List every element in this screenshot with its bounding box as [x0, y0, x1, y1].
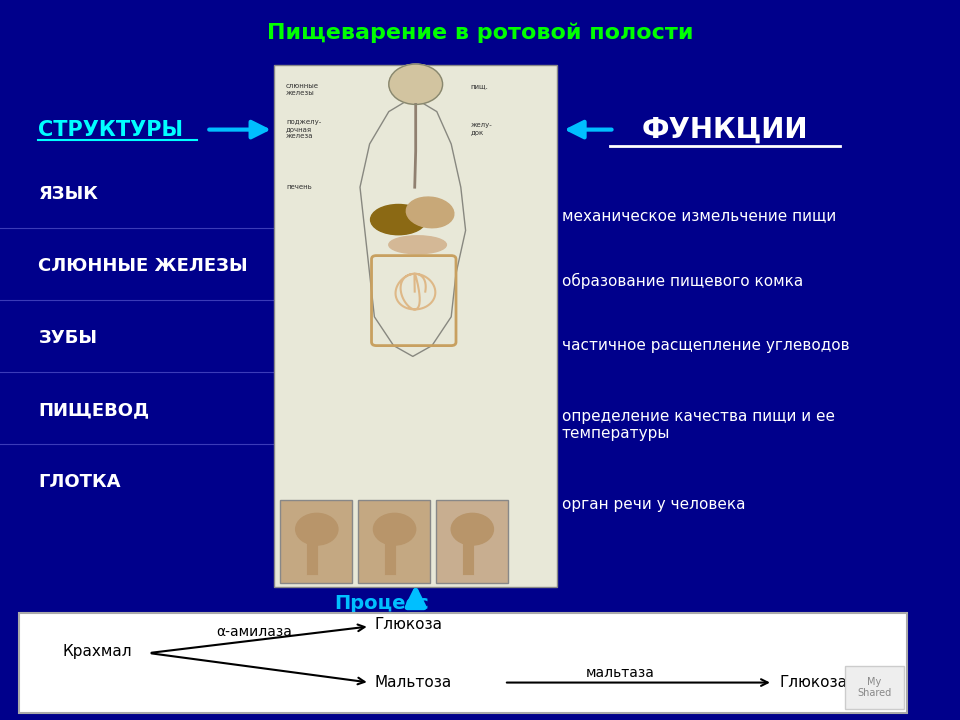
Text: ЯЗЫК: ЯЗЫК [38, 185, 98, 203]
Ellipse shape [406, 197, 454, 228]
Text: СТРУКТУРЫ: СТРУКТУРЫ [38, 120, 183, 140]
Text: Глюкоза: Глюкоза [374, 617, 443, 631]
Text: Процесс: Процесс [334, 594, 429, 613]
Text: механическое измельчение пищи: механическое измельчение пищи [562, 209, 836, 223]
FancyBboxPatch shape [358, 500, 430, 583]
Text: печень: печень [286, 184, 312, 189]
FancyBboxPatch shape [436, 500, 508, 583]
Text: мальтаза: мальтаза [586, 666, 655, 680]
Ellipse shape [371, 204, 426, 235]
Circle shape [389, 64, 443, 104]
Text: Пищеварение в ротовой полости: Пищеварение в ротовой полости [267, 22, 693, 42]
FancyBboxPatch shape [845, 666, 904, 709]
Circle shape [373, 513, 416, 545]
FancyBboxPatch shape [274, 65, 557, 587]
Circle shape [451, 513, 493, 545]
Text: ЗУБЫ: ЗУБЫ [38, 329, 97, 347]
Text: частичное расщепление углеводов: частичное расщепление углеводов [562, 338, 850, 353]
Text: СЛЮННЫЕ ЖЕЛЕЗЫ: СЛЮННЫЕ ЖЕЛЕЗЫ [38, 257, 248, 275]
Text: α-амилаза: α-амилаза [216, 625, 292, 639]
Text: Крахмал: Крахмал [62, 644, 132, 659]
Text: определение качества пищи и ее
температуры: определение качества пищи и ее температу… [562, 409, 834, 441]
Text: ФУНКЦИИ: ФУНКЦИИ [641, 116, 808, 143]
Text: слюнные
железы: слюнные железы [286, 83, 319, 96]
Text: My
Shared: My Shared [857, 677, 892, 698]
Text: пищ.: пищ. [470, 83, 489, 89]
Text: поджелу-
дочная
железа: поджелу- дочная железа [286, 119, 322, 139]
Text: ГЛОТКА: ГЛОТКА [38, 474, 121, 491]
Text: образование пищевого комка: образование пищевого комка [562, 273, 803, 289]
Text: Мальтоза: Мальтоза [374, 675, 451, 690]
Text: Глюкоза: Глюкоза [780, 675, 848, 690]
Text: желу-
док: желу- док [470, 122, 492, 135]
Text: ПИЩЕВОД: ПИЩЕВОД [38, 401, 150, 419]
Circle shape [296, 513, 338, 545]
FancyBboxPatch shape [280, 500, 352, 583]
Text: орган речи у человека: орган речи у человека [562, 497, 745, 511]
FancyBboxPatch shape [19, 613, 907, 713]
Ellipse shape [389, 235, 446, 253]
